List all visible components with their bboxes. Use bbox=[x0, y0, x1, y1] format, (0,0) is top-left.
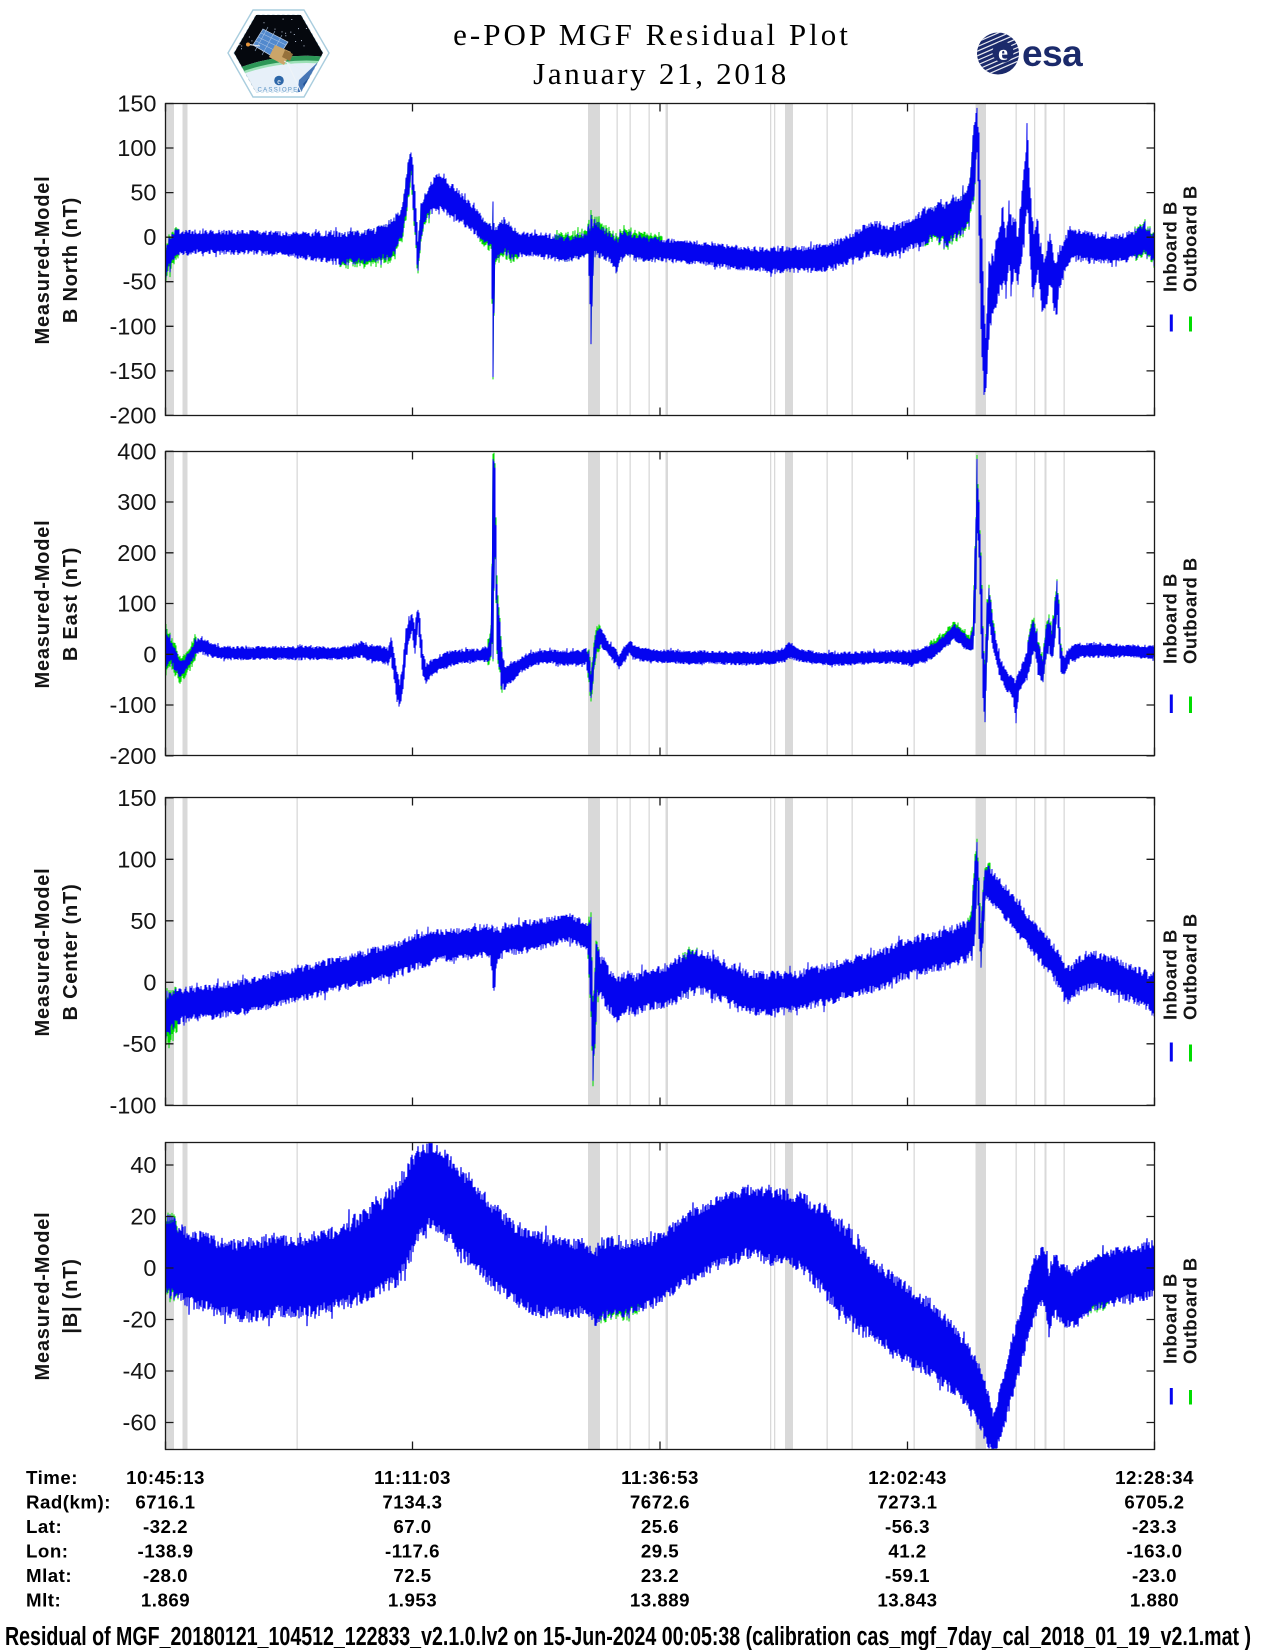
svg-text:-138.9: -138.9 bbox=[138, 1541, 194, 1562]
svg-text:300: 300 bbox=[117, 489, 156, 515]
svg-text:7273.1: 7273.1 bbox=[877, 1492, 937, 1513]
svg-text:|B| (nT): |B| (nT) bbox=[60, 1258, 82, 1333]
svg-text:-150: -150 bbox=[109, 358, 156, 384]
svg-text:Inboard B: Inboard B bbox=[1160, 1273, 1181, 1364]
svg-text:23.2: 23.2 bbox=[641, 1565, 679, 1586]
svg-text:-100: -100 bbox=[109, 692, 156, 718]
svg-text:Outboard B: Outboard B bbox=[1180, 185, 1201, 292]
svg-text:Inboard B: Inboard B bbox=[1160, 201, 1181, 292]
svg-text:150: 150 bbox=[117, 785, 156, 811]
svg-text:CASSIOPE: CASSIOPE bbox=[257, 88, 298, 94]
svg-text:-100: -100 bbox=[109, 1092, 156, 1118]
svg-text:1.869: 1.869 bbox=[141, 1590, 190, 1611]
svg-text:Outboard B: Outboard B bbox=[1180, 557, 1201, 664]
svg-text:Measured-Model: Measured-Model bbox=[32, 519, 54, 688]
svg-text:Lat:: Lat: bbox=[26, 1516, 62, 1537]
svg-text:-50: -50 bbox=[123, 1031, 157, 1057]
svg-text:200: 200 bbox=[117, 540, 156, 566]
svg-text:6716.1: 6716.1 bbox=[135, 1492, 195, 1513]
svg-text:10:45:13: 10:45:13 bbox=[126, 1467, 205, 1488]
svg-text:6705.2: 6705.2 bbox=[1124, 1492, 1184, 1513]
svg-text:Residual of MGF_20180121_10451: Residual of MGF_20180121_104512_122833_v… bbox=[5, 1623, 1251, 1650]
svg-text:B North (nT): B North (nT) bbox=[60, 197, 82, 323]
svg-text:e-POP MGF Residual Plot: e-POP MGF Residual Plot bbox=[453, 17, 851, 52]
svg-text:100: 100 bbox=[117, 135, 156, 161]
svg-text:0: 0 bbox=[143, 969, 156, 995]
svg-text:12:02:43: 12:02:43 bbox=[868, 1467, 947, 1488]
svg-text:-56.3: -56.3 bbox=[885, 1516, 930, 1537]
svg-text:-28.0: -28.0 bbox=[143, 1565, 188, 1586]
svg-text:Measured-Model: Measured-Model bbox=[32, 867, 54, 1036]
svg-text:e: e bbox=[998, 40, 1008, 65]
svg-text:11:36:53: 11:36:53 bbox=[621, 1467, 699, 1488]
svg-text:1.953: 1.953 bbox=[388, 1590, 437, 1611]
svg-text:-163.0: -163.0 bbox=[1127, 1541, 1183, 1562]
svg-text:41.2: 41.2 bbox=[888, 1541, 926, 1562]
svg-text:150: 150 bbox=[117, 91, 156, 117]
svg-text:e: e bbox=[277, 77, 281, 86]
svg-text:-40: -40 bbox=[123, 1358, 157, 1384]
svg-text:29.5: 29.5 bbox=[641, 1541, 679, 1562]
svg-text:Measured-Model: Measured-Model bbox=[32, 1211, 54, 1380]
svg-text:-200: -200 bbox=[109, 743, 156, 769]
svg-text:-32.2: -32.2 bbox=[143, 1516, 188, 1537]
svg-text:-60: -60 bbox=[123, 1410, 157, 1436]
svg-text:Time:: Time: bbox=[26, 1467, 78, 1488]
svg-text:January 21, 2018: January 21, 2018 bbox=[533, 56, 789, 91]
svg-text:20: 20 bbox=[130, 1204, 156, 1230]
svg-text:-200: -200 bbox=[109, 402, 156, 428]
svg-text:7672.6: 7672.6 bbox=[630, 1492, 690, 1513]
svg-text:7134.3: 7134.3 bbox=[382, 1492, 442, 1513]
svg-text:0: 0 bbox=[143, 224, 156, 250]
svg-text:1.880: 1.880 bbox=[1130, 1590, 1179, 1611]
svg-text:B East (nT): B East (nT) bbox=[60, 547, 82, 661]
svg-text:Rad(km):: Rad(km): bbox=[26, 1492, 111, 1513]
svg-text:-50: -50 bbox=[123, 269, 157, 295]
svg-text:400: 400 bbox=[117, 438, 156, 464]
svg-text:-20: -20 bbox=[123, 1307, 157, 1333]
svg-text:Outboard B: Outboard B bbox=[1180, 1257, 1201, 1364]
svg-text:25.6: 25.6 bbox=[641, 1516, 679, 1537]
svg-text:72.5: 72.5 bbox=[393, 1565, 431, 1586]
svg-text:Lon:: Lon: bbox=[26, 1541, 68, 1562]
svg-text:0: 0 bbox=[143, 1255, 156, 1281]
svg-text:Inboard B: Inboard B bbox=[1160, 573, 1181, 664]
svg-text:-59.1: -59.1 bbox=[885, 1565, 930, 1586]
svg-text:12:28:34: 12:28:34 bbox=[1115, 1467, 1194, 1488]
svg-text:100: 100 bbox=[117, 846, 156, 872]
svg-text:Outboard B: Outboard B bbox=[1180, 913, 1201, 1020]
svg-text:Mlt:: Mlt: bbox=[26, 1590, 61, 1611]
svg-text:-117.6: -117.6 bbox=[385, 1541, 440, 1562]
svg-text:50: 50 bbox=[130, 908, 156, 934]
svg-text:Measured-Model: Measured-Model bbox=[32, 175, 54, 344]
svg-text:100: 100 bbox=[117, 591, 156, 617]
svg-text:-23.0: -23.0 bbox=[1132, 1565, 1177, 1586]
svg-text:Mlat:: Mlat: bbox=[26, 1565, 72, 1586]
svg-text:40: 40 bbox=[130, 1152, 156, 1178]
svg-text:-100: -100 bbox=[109, 313, 156, 339]
svg-text:esa: esa bbox=[1022, 33, 1083, 74]
svg-text:13.889: 13.889 bbox=[630, 1590, 690, 1611]
svg-text:11:11:03: 11:11:03 bbox=[374, 1467, 451, 1488]
svg-text:0: 0 bbox=[143, 641, 156, 667]
svg-text:Inboard B: Inboard B bbox=[1160, 929, 1181, 1020]
svg-text:-23.3: -23.3 bbox=[1132, 1516, 1177, 1537]
svg-text:50: 50 bbox=[130, 180, 156, 206]
svg-text:13.843: 13.843 bbox=[877, 1590, 937, 1611]
svg-text:B Center (nT): B Center (nT) bbox=[60, 883, 82, 1020]
svg-text:67.0: 67.0 bbox=[393, 1516, 431, 1537]
